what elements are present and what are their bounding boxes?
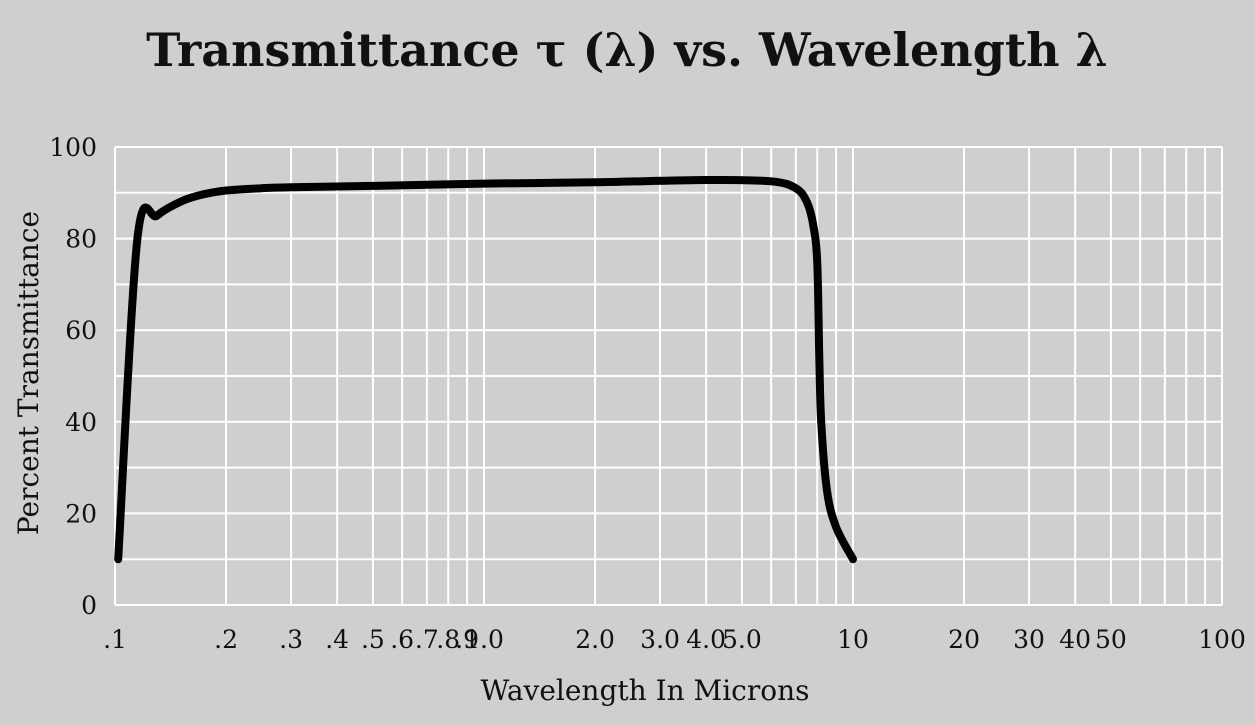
x-tick-label: 2.0 xyxy=(575,625,615,654)
x-tick-label: 30 xyxy=(1013,625,1045,654)
x-tick-label: 5.0 xyxy=(722,625,762,654)
x-tick-label: .7 xyxy=(415,625,439,654)
x-tick-label: 20 xyxy=(948,625,980,654)
y-tick-label: 60 xyxy=(65,316,97,345)
y-tick-label: 20 xyxy=(65,499,97,528)
y-tick-labels: 0 20 40 60 80 100 xyxy=(49,133,97,620)
x-tick-label: .2 xyxy=(214,625,238,654)
x-tick-label: .8 xyxy=(436,625,460,654)
x-tick-label: .6 xyxy=(390,625,414,654)
x-tick-label: 3.0 xyxy=(640,625,680,654)
y-tick-label: 40 xyxy=(65,408,97,437)
x-tick-label: 4.0 xyxy=(686,625,726,654)
x-tick-label: 10 xyxy=(837,625,869,654)
y-axis-label: Percent Transmittance xyxy=(12,211,45,535)
x-tick-label: .9 xyxy=(455,625,479,654)
x-tick-label: 50 xyxy=(1095,625,1127,654)
y-tick-label: 0 xyxy=(81,591,97,620)
chart-title: Transmittance τ (λ) vs. Wavelength λ xyxy=(146,23,1108,77)
transmittance-curve xyxy=(114,175,857,564)
grid xyxy=(114,146,1223,606)
y-tick-label: 100 xyxy=(49,133,97,162)
x-tick-labels: .1 .2 .3 .4 .5.6.7.8.91.0 2.0 3.0 4.05.0 10 20 30 4… xyxy=(103,625,1246,654)
series xyxy=(114,175,857,564)
x-axis-label: Wavelength In Microns xyxy=(480,674,809,707)
x-tick-label: .3 xyxy=(279,625,303,654)
x-tick-label: 100 xyxy=(1198,625,1246,654)
x-tick-label: .4 xyxy=(325,625,349,654)
x-tick-label: .1 xyxy=(103,625,127,654)
x-tick-label: .5 xyxy=(361,625,385,654)
x-tick-label: 40 xyxy=(1059,625,1091,654)
y-tick-label: 80 xyxy=(65,225,97,254)
x-tick-label: 1.0 xyxy=(464,625,504,654)
